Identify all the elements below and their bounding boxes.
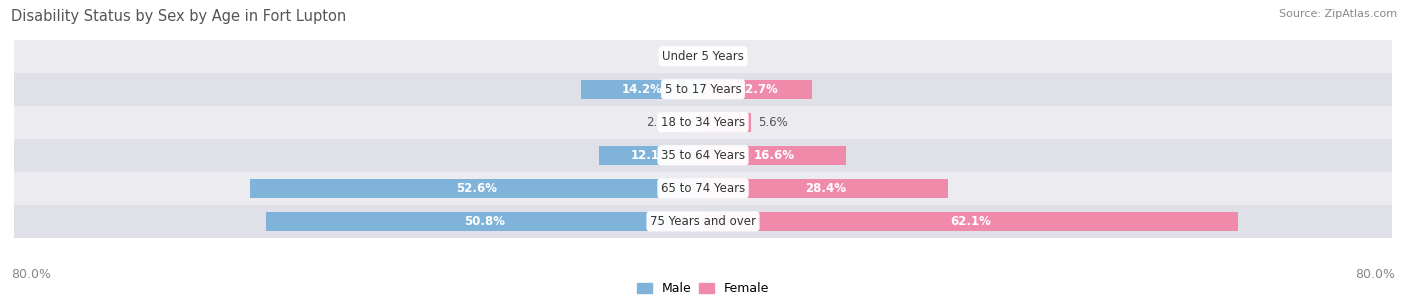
Text: 80.0%: 80.0%: [1355, 267, 1395, 281]
Text: 14.2%: 14.2%: [621, 83, 662, 96]
Text: 0.0%: 0.0%: [710, 50, 740, 63]
Text: 75 Years and over: 75 Years and over: [650, 215, 756, 228]
Bar: [703, 212, 1237, 231]
Text: 35 to 64 Years: 35 to 64 Years: [661, 149, 745, 162]
Text: 50.8%: 50.8%: [464, 215, 505, 228]
Bar: [703, 113, 751, 132]
Text: Disability Status by Sex by Age in Fort Lupton: Disability Status by Sex by Age in Fort …: [11, 9, 346, 24]
Bar: [14, 205, 1392, 238]
Bar: [14, 40, 1392, 73]
Text: 12.7%: 12.7%: [737, 83, 778, 96]
Bar: [14, 139, 1392, 172]
Text: 5 to 17 Years: 5 to 17 Years: [665, 83, 741, 96]
Text: 65 to 74 Years: 65 to 74 Years: [661, 182, 745, 195]
Text: Under 5 Years: Under 5 Years: [662, 50, 744, 63]
Bar: [703, 80, 813, 99]
Text: 52.6%: 52.6%: [456, 182, 496, 195]
Text: 80.0%: 80.0%: [11, 267, 51, 281]
Text: 5.6%: 5.6%: [758, 116, 787, 129]
Text: 16.6%: 16.6%: [754, 149, 794, 162]
Bar: [581, 80, 703, 99]
Text: 0.0%: 0.0%: [666, 50, 696, 63]
Bar: [599, 146, 703, 165]
Text: Source: ZipAtlas.com: Source: ZipAtlas.com: [1279, 9, 1398, 19]
Text: 2.3%: 2.3%: [647, 116, 676, 129]
Bar: [14, 73, 1392, 106]
Bar: [703, 179, 948, 198]
Bar: [14, 106, 1392, 139]
Text: 28.4%: 28.4%: [804, 182, 846, 195]
Text: 12.1%: 12.1%: [630, 149, 671, 162]
Legend: Male, Female: Male, Female: [637, 282, 769, 295]
Text: 18 to 34 Years: 18 to 34 Years: [661, 116, 745, 129]
Bar: [266, 212, 703, 231]
Bar: [250, 179, 703, 198]
Bar: [683, 113, 703, 132]
Bar: [14, 172, 1392, 205]
Text: 62.1%: 62.1%: [950, 215, 991, 228]
Bar: [703, 146, 846, 165]
